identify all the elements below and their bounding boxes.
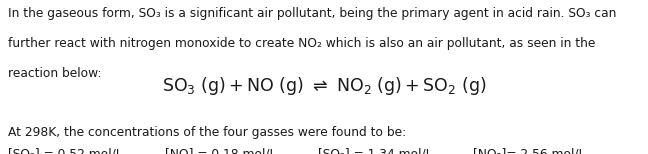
Text: [NO₂]= 2.56 mol/L: [NO₂]= 2.56 mol/L [473, 147, 585, 154]
Text: [SO₃] = 0.52 mol/L: [SO₃] = 0.52 mol/L [8, 147, 122, 154]
Text: At 298K, the concentrations of the four gasses were found to be:: At 298K, the concentrations of the four … [8, 126, 406, 138]
Text: $\mathregular{SO_3\ (g) + NO\ (g)\ \rightleftharpoons\ NO_2\ (g) + SO_2\ (g)}$: $\mathregular{SO_3\ (g) + NO\ (g)\ \righ… [161, 75, 487, 97]
Text: reaction below:: reaction below: [8, 67, 101, 80]
Text: [SO₂] = 1.34 mol/L: [SO₂] = 1.34 mol/L [318, 147, 432, 154]
Text: further react with nitrogen monoxide to create NO₂ which is also an air pollutan: further react with nitrogen monoxide to … [8, 37, 595, 50]
Text: In the gaseous form, SO₃ is a significant air pollutant, being the primary agent: In the gaseous form, SO₃ is a significan… [8, 7, 616, 20]
Text: [NO] = 0.18 mol/L: [NO] = 0.18 mol/L [165, 147, 277, 154]
